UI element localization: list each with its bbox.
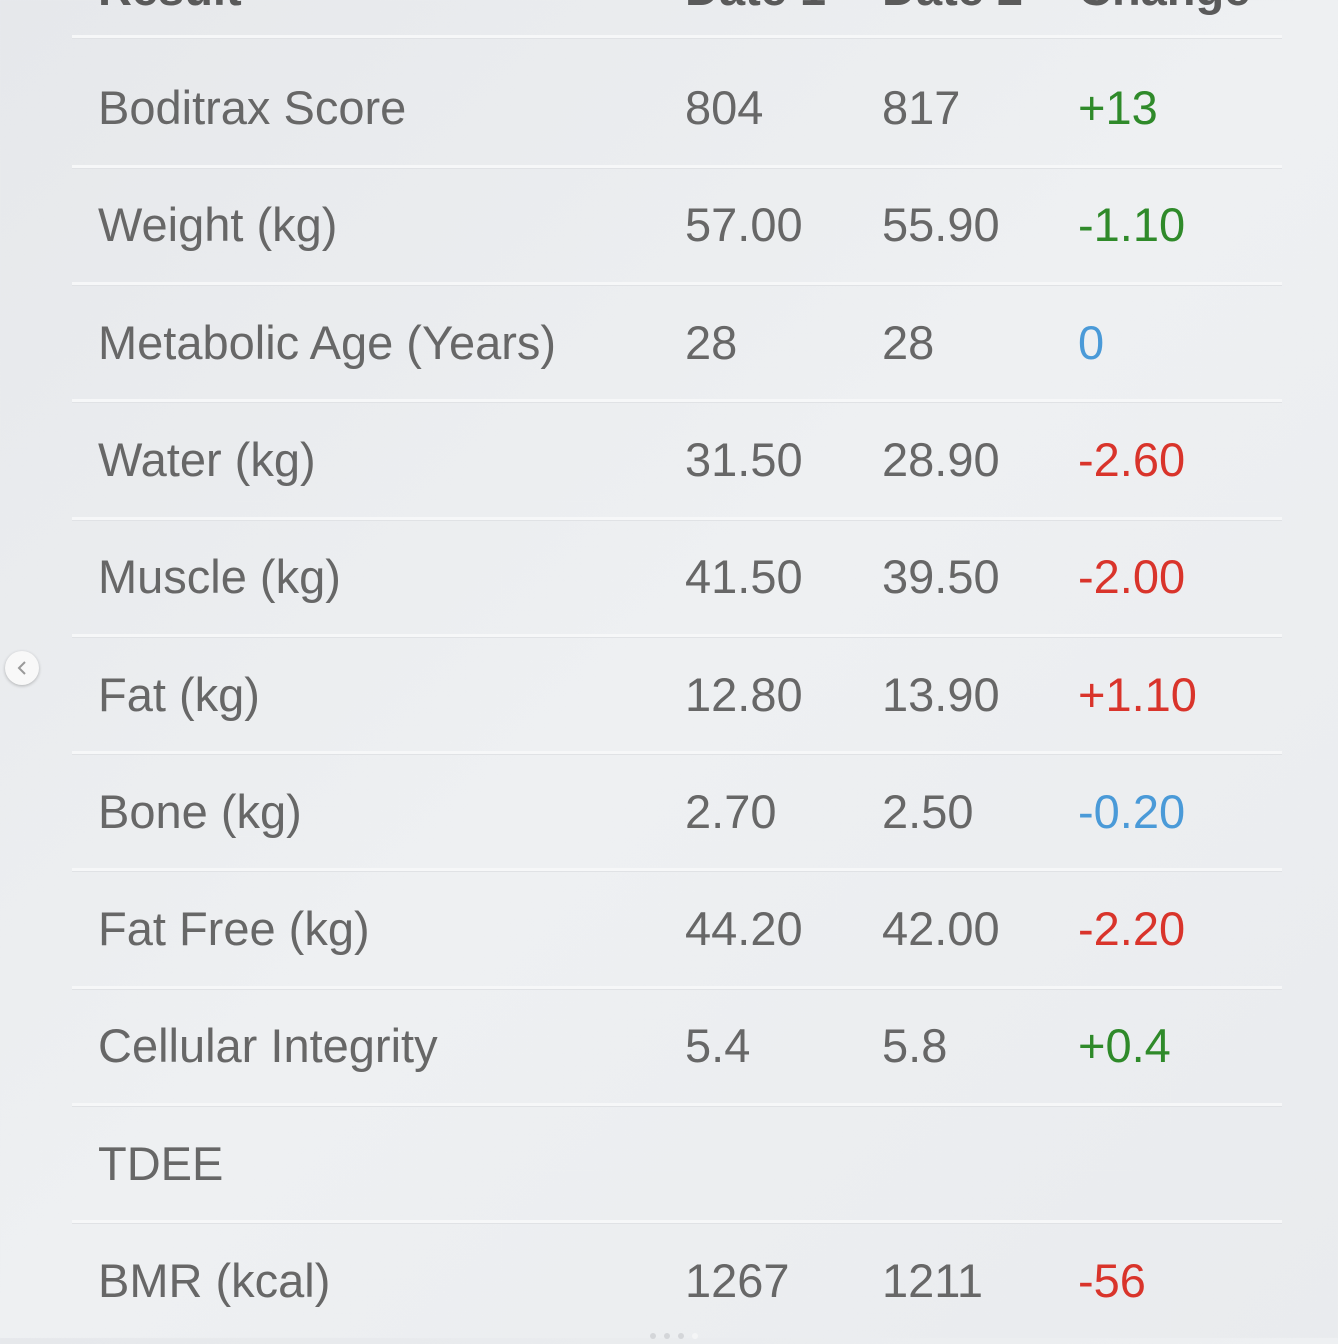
row-separator	[72, 868, 1282, 873]
change-value: -2.20	[1078, 902, 1186, 956]
header-cell: Date 2	[882, 0, 1023, 17]
row-label: Fat Free (kg)	[98, 902, 370, 956]
change-value: -0.20	[1078, 784, 1186, 838]
change-value: -1.10	[1078, 198, 1186, 252]
back-icon	[17, 661, 26, 675]
header-cell: Change	[1078, 0, 1250, 17]
date2-value: 39.50	[882, 550, 1000, 604]
date2-value: 28.90	[882, 432, 1000, 486]
dot	[664, 1333, 670, 1339]
date1-value: 5.4	[685, 1019, 751, 1073]
row-label: TDEE	[98, 1136, 224, 1190]
row-label: Fat (kg)	[98, 667, 260, 721]
dot	[678, 1333, 684, 1339]
date2-value: 42.00	[882, 902, 1000, 956]
date1-value: 12.80	[685, 667, 803, 721]
date1-value: 44.20	[685, 902, 803, 956]
row-separator	[72, 985, 1282, 990]
header-cell: Date 1	[685, 0, 826, 17]
page-dots	[650, 1326, 710, 1339]
dot	[692, 1333, 698, 1339]
row-label: Muscle (kg)	[98, 550, 341, 604]
date1-value: 804	[685, 81, 764, 134]
row-separator	[72, 164, 1282, 169]
change-value: +0.4	[1078, 1019, 1171, 1073]
date1-value: 2.70	[685, 784, 777, 838]
date1-value: 1267	[685, 1254, 790, 1307]
row-separator	[72, 516, 1282, 521]
change-value: -2.60	[1078, 432, 1186, 486]
date2-value: 1211	[882, 1254, 984, 1307]
row-separator	[72, 281, 1282, 286]
date2-value: 28	[882, 315, 935, 369]
back-button[interactable]	[5, 651, 39, 685]
date1-value: 41.50	[685, 550, 803, 604]
row-label: BMR (kcal)	[98, 1254, 331, 1307]
row-label: Water (kg)	[98, 432, 316, 486]
date1-value: 57.00	[685, 198, 803, 252]
date2-value: 5.8	[882, 1019, 948, 1073]
row-separator	[72, 399, 1282, 404]
date1-value: 28	[685, 315, 738, 369]
change-value: +1.10	[1078, 667, 1197, 721]
row-separator	[72, 35, 1282, 40]
change-value: -56	[1078, 1254, 1146, 1307]
row-separator	[72, 1220, 1282, 1225]
date1-value: 31.50	[685, 432, 803, 486]
dot	[650, 1333, 656, 1339]
change-value: 0	[1078, 315, 1105, 369]
date2-value: 2.50	[882, 784, 974, 838]
row-separator	[72, 1103, 1282, 1108]
row-label: Bone (kg)	[98, 784, 302, 838]
date2-value: 13.90	[882, 667, 1000, 721]
row-separator	[72, 633, 1282, 638]
row-separator	[72, 751, 1282, 756]
row-label: Boditrax Score	[98, 81, 407, 134]
change-value: -2.00	[1078, 550, 1186, 604]
row-label: Cellular Integrity	[98, 1019, 438, 1073]
row-label: Metabolic Age (Years)	[98, 315, 557, 369]
date2-value: 817	[882, 81, 961, 134]
change-value: +13	[1078, 81, 1158, 134]
date2-value: 55.90	[882, 198, 1000, 252]
header-cell: Result	[98, 0, 242, 17]
row-label: Weight (kg)	[98, 198, 338, 252]
